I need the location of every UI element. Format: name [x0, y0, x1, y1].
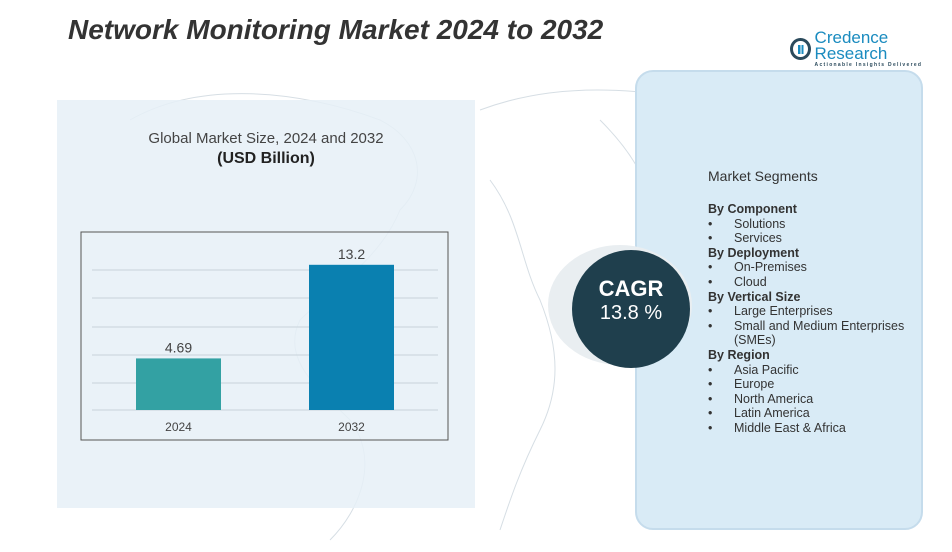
credence-research-logo: Credence Research Actionable Insights De…	[790, 28, 952, 68]
data-label: 4.69	[165, 339, 192, 355]
cagr-value: 13.8 %	[599, 302, 663, 324]
segment-item: • Middle East & Africa	[708, 421, 919, 436]
bar-2024	[136, 358, 221, 410]
segment-item: • Asia Pacific	[708, 363, 919, 378]
segment-item-label: Large Enterprises	[734, 304, 833, 319]
x-tick-label: 2032	[338, 420, 365, 434]
cagr-label: CAGR	[598, 276, 664, 301]
segment-item-label: Solutions	[734, 216, 786, 231]
segment-item: • Cloud	[708, 275, 919, 290]
page-title: Network Monitoring Market 2024 to 2032	[68, 14, 604, 45]
bullet-icon: •	[708, 391, 713, 406]
segment-item: • Large Enterprises	[708, 304, 919, 319]
segment-item-label: Latin America	[734, 406, 810, 421]
chart-frame	[80, 231, 449, 441]
bar-2032	[309, 264, 394, 410]
bullet-icon: •	[708, 304, 713, 319]
logo-name: Credence Research	[814, 28, 889, 63]
segment-heading: By Vertical Size	[708, 289, 801, 304]
segments-title: Market Segments	[708, 168, 818, 184]
segment-heading: By Deployment	[708, 245, 799, 260]
segment-item-label: Services	[734, 231, 782, 246]
bullet-icon: •	[708, 216, 713, 231]
segment-item-label: Cloud	[734, 274, 767, 289]
segment-item-label: Middle East & Africa	[734, 420, 846, 435]
bullet-icon: •	[708, 420, 713, 435]
segment-item: • Solutions	[708, 217, 919, 232]
cagr-badge: CAGR 13.8 %	[572, 250, 690, 368]
bullet-icon: •	[708, 231, 713, 246]
x-tick-label: 2024	[165, 420, 192, 434]
bullet-icon: •	[708, 274, 713, 289]
segment-heading: By Component	[708, 202, 797, 216]
segment-item-label: Small and Medium Enterprises (SMEs)	[734, 318, 905, 348]
bullet-icon: •	[708, 406, 713, 421]
segment-item-label: North America	[734, 391, 814, 406]
segment-item: • North America	[708, 392, 919, 407]
segment-item: • Europe	[708, 377, 919, 392]
segment-item: • On-Premises	[708, 260, 919, 275]
segment-item: • Latin America	[708, 406, 919, 421]
segment-item: • Services	[708, 231, 919, 246]
segment-heading: By Region	[708, 347, 770, 362]
bullet-icon: •	[708, 362, 713, 377]
chart-unit: (USD Billion)	[217, 150, 315, 167]
segment-item-label: Asia Pacific	[734, 362, 799, 377]
bullet-icon: •	[708, 318, 713, 333]
data-label: 13.2	[338, 246, 365, 262]
logo-tagline: Actionable Insights Delivered	[814, 62, 923, 68]
segment-item: • Small and Medium Enterprises (SMEs)	[708, 319, 919, 348]
logo-icon	[790, 38, 811, 60]
segments-list: By Component • Solutions • Services By Deploy…	[708, 202, 919, 436]
chart-title: Global Market Size, 2024 and 2032	[148, 130, 384, 147]
bullet-icon: •	[708, 260, 713, 275]
bullet-icon: •	[708, 377, 713, 392]
segment-item-label: On-Premises	[734, 260, 807, 275]
segment-item-label: Europe	[734, 377, 775, 392]
